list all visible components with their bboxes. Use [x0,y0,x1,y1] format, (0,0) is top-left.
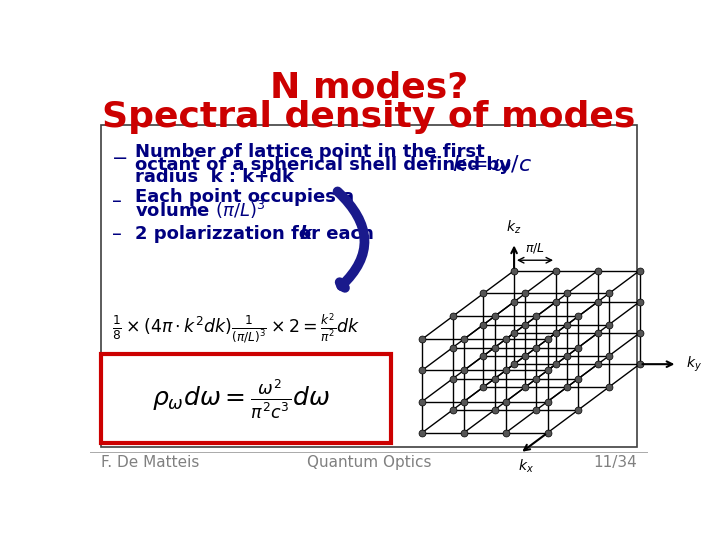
Text: $\pi/L$: $\pi/L$ [525,241,545,255]
Text: k: k [300,225,311,244]
Text: 2 polarizzation for each: 2 polarizzation for each [135,225,379,244]
Text: octant of a spherical shell defined by: octant of a spherical shell defined by [135,156,510,173]
Text: $\frac{1}{8}\times(4\pi\cdot k^2dk)\frac{1}{(\pi/L)^3}\times 2=\frac{k^2}{\pi^2}: $\frac{1}{8}\times(4\pi\cdot k^2dk)\frac… [112,312,361,346]
Text: −: − [112,149,129,168]
Text: $k_z$: $k_z$ [506,219,522,237]
Text: Spectral density of modes: Spectral density of modes [102,100,636,134]
Text: –: – [112,225,122,244]
Text: $k_y$: $k_y$ [685,355,701,374]
Text: $k_x$: $k_x$ [518,458,534,475]
Text: Quantum Optics: Quantum Optics [307,455,431,470]
Text: volume $(\pi/L)^3$: volume $(\pi/L)^3$ [135,198,265,220]
Text: radius  k : k+dk: radius k : k+dk [135,168,294,186]
Text: Number of lattice point in the first: Number of lattice point in the first [135,143,485,161]
Text: N modes?: N modes? [270,71,468,105]
Text: $k=\omega/c$: $k=\omega/c$ [451,153,532,174]
Text: $\rho_\omega d\omega=\frac{\omega^2}{\pi^2 c^3}d\omega$: $\rho_\omega d\omega=\frac{\omega^2}{\pi… [152,378,330,421]
Text: F. De Matteis: F. De Matteis [101,455,199,470]
Text: 11/34: 11/34 [593,455,637,470]
FancyBboxPatch shape [101,125,637,447]
Text: –: – [112,192,122,211]
Text: Each point occupies a: Each point occupies a [135,188,354,206]
FancyBboxPatch shape [101,354,392,443]
